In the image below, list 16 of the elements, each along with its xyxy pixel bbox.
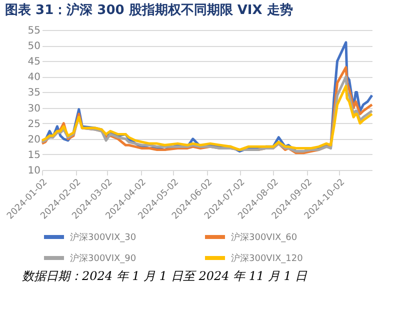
y-tick-label: 15 [28, 150, 40, 161]
legend-label: 沪深300VIX_120 [231, 253, 304, 264]
chart-title: 图表 31：沪深 300 股指期权不同期限 VIX 走势 [5, 2, 293, 18]
y-tick-label: 20 [28, 134, 40, 146]
y-tick-label: 30 [28, 103, 40, 114]
y-tick-label: 10 [28, 166, 40, 176]
y-tick-label: 40 [28, 72, 40, 84]
legend-label: 沪深300VIX_60 [231, 232, 298, 243]
y-tick-label: 55 [28, 26, 40, 36]
note-text: 数据日期：2024 年 1 月 1 日至 2024 年 11 月 1 日 [21, 268, 308, 285]
y-tick-label: 35 [28, 88, 40, 99]
y-tick-label: 25 [28, 118, 40, 130]
legend-label: 沪深300VIX_90 [70, 253, 136, 264]
legend-label: 沪深300VIX_30 [70, 232, 136, 243]
y-tick-label: 45 [28, 56, 40, 68]
y-tick-label: 50 [28, 41, 40, 52]
